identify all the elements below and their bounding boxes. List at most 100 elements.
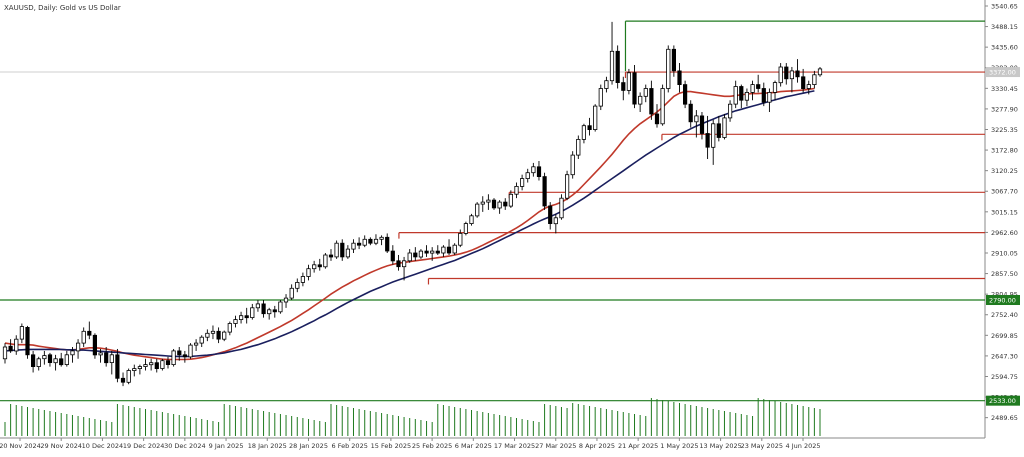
candle-body: [154, 362, 159, 370]
candle: [36, 356, 41, 371]
candle: [47, 352, 53, 367]
candle: [649, 80, 654, 120]
candle-body: [345, 248, 351, 258]
candle-body: [699, 115, 705, 134]
candle-body: [536, 166, 542, 178]
x-tick-label: 8 Apr 2025: [579, 442, 615, 450]
candle: [812, 70, 817, 89]
candle-body: [70, 350, 75, 356]
candle: [772, 80, 778, 101]
x-tick-label: 13 May 2025: [699, 442, 741, 450]
candle: [385, 233, 390, 254]
candle: [778, 63, 783, 87]
candle: [604, 76, 609, 93]
candle-body: [542, 176, 547, 207]
candle-body: [261, 303, 266, 315]
candle-body: [750, 84, 755, 93]
y-tick-label: 2857.50: [991, 270, 1018, 278]
candle: [396, 254, 401, 271]
candle: [756, 74, 761, 93]
x-tick-label: 28 Jan 2025: [289, 442, 328, 450]
candle: [424, 245, 429, 257]
candle-body: [812, 74, 817, 86]
candle: [739, 84, 744, 109]
candle: [149, 358, 154, 371]
candle: [587, 117, 592, 136]
candle: [806, 80, 811, 95]
candle-body: [64, 354, 69, 365]
candle-body: [76, 342, 81, 352]
x-tick-label: 19 Dec 2024: [123, 442, 165, 450]
candle: [14, 335, 19, 355]
candle: [98, 348, 103, 363]
candle: [407, 249, 412, 263]
candle-body: [418, 250, 424, 258]
candle: [188, 343, 193, 359]
candle-body: [42, 355, 47, 360]
candle: [373, 234, 379, 246]
candle-body: [520, 178, 525, 187]
candle: [120, 372, 126, 387]
candle-body: [36, 358, 41, 367]
candle: [750, 80, 755, 101]
candle: [767, 88, 772, 113]
x-tick-label: 20 Nov 2024: [0, 442, 41, 450]
candle-body: [14, 338, 19, 352]
candle: [722, 113, 727, 140]
candle-body: [295, 281, 300, 289]
candle-body: [312, 264, 317, 270]
candle: [205, 329, 210, 342]
candle-body: [441, 246, 446, 254]
candle: [379, 235, 384, 246]
candle: [306, 264, 311, 281]
candle: [469, 213, 474, 226]
candle-body: [491, 199, 497, 209]
candle-body: [120, 377, 126, 383]
candle-body: [413, 252, 418, 258]
candle-body: [340, 242, 345, 258]
candle-body: [767, 92, 772, 103]
candle: [177, 347, 182, 361]
candle: [446, 239, 452, 255]
candle-body: [626, 72, 632, 91]
candle: [222, 330, 227, 342]
candle-body: [227, 323, 232, 333]
candle-body: [59, 358, 64, 366]
candle: [92, 333, 97, 359]
candle-body: [193, 342, 199, 346]
candle-body: [683, 84, 688, 105]
candle: [435, 245, 440, 255]
candle-body: [132, 368, 137, 372]
candle: [64, 350, 69, 367]
candle: [733, 80, 738, 109]
candle-body: [508, 193, 514, 207]
candle-body: [475, 203, 480, 217]
candle-body: [559, 197, 564, 219]
candle: [514, 182, 519, 199]
x-tick-label: 25 Feb 2025: [412, 442, 452, 450]
current-price-label: 3372.00: [989, 69, 1016, 77]
candle-body: [115, 354, 120, 379]
candle-body: [795, 70, 800, 78]
candle: [609, 21, 615, 85]
y-tick-label: 3067.70: [991, 188, 1018, 196]
candle: [30, 350, 36, 373]
candle: [255, 300, 261, 312]
candle: [688, 100, 693, 128]
candle-body: [486, 199, 491, 203]
x-tick-label: 30 Dec 2024: [164, 442, 206, 450]
x-tick-label: 27 Mar 2025: [535, 442, 576, 450]
candle: [368, 237, 373, 246]
candle: [42, 350, 47, 365]
x-tick-label: 10 Dec 2024: [82, 442, 124, 450]
candle: [570, 151, 575, 179]
y-tick-label: 2647.30: [991, 352, 1018, 360]
candle: [615, 45, 620, 89]
candle: [227, 321, 232, 336]
candle: [699, 112, 705, 140]
candle: [784, 63, 789, 85]
y-tick-label: 3330.45: [991, 85, 1018, 93]
candle: [283, 294, 289, 308]
candle: [463, 221, 469, 236]
candle: [418, 249, 424, 259]
